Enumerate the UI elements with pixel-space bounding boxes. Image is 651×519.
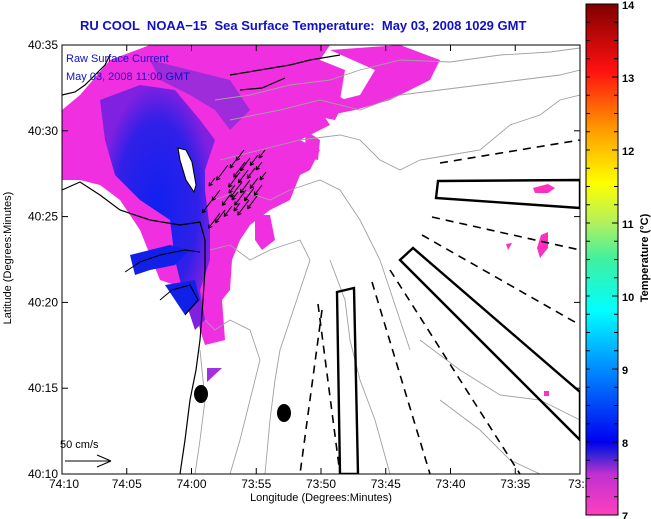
y-tick-label: 40:10	[28, 467, 58, 481]
current-vector	[201, 199, 213, 214]
colorbar-tick-label: 14	[622, 0, 635, 12]
scale-arrow-icon	[65, 454, 112, 468]
coastline-north	[229, 54, 341, 91]
current-vector	[239, 179, 251, 194]
legend-current-time: May 03, 2008 11:00 GMT	[66, 71, 190, 83]
x-tick-label: 74:10	[49, 477, 79, 491]
colorbar-tick-label: 8	[622, 438, 628, 450]
sst-patch	[544, 391, 549, 396]
current-vector	[216, 164, 229, 181]
scale-arrow-label: 50 cm/s	[60, 439, 99, 451]
shipping-lanes	[299, 139, 580, 474]
coastline-bay	[124, 249, 201, 316]
sst-patch-purple	[207, 368, 222, 382]
current-vector	[258, 149, 266, 159]
zone-box-north	[434, 178, 580, 210]
y-tick-label: 40:35	[28, 38, 58, 52]
y-axis: 40:35 40:30 40:25 40:20 40:15 40:10	[28, 38, 580, 481]
colorbar-tick-label: 13	[622, 73, 634, 85]
current-vector	[255, 161, 263, 171]
current-vector	[229, 159, 237, 169]
current-vector	[221, 194, 231, 206]
current-vector	[249, 177, 259, 189]
current-vector	[228, 171, 241, 188]
legend-current-label: Raw Surface Current	[66, 53, 169, 65]
y-tick-label: 40:30	[28, 124, 58, 138]
colorbar-tick-label: 7	[622, 511, 628, 519]
current-vector	[231, 191, 239, 201]
sst-patch	[305, 130, 320, 160]
zone-box-diagonal	[398, 246, 580, 442]
x-tick-label: 73:45	[371, 477, 401, 491]
x-axis-label: Longitude (Degrees:Minutes)	[250, 492, 392, 504]
colorbar-tick-label: 9	[622, 365, 628, 377]
map-content	[62, 45, 580, 474]
zone-boxes	[335, 178, 580, 474]
x-tick-label: 73:55	[241, 477, 271, 491]
colorbar-title: Temperature (°C)	[639, 213, 651, 302]
chart-title: RU COOL NOAA−15 Sea Surface Temperature:…	[80, 18, 527, 33]
y-axis-label: Latitude (Degrees:Minutes)	[2, 192, 14, 325]
current-vector	[214, 209, 226, 224]
current-vector	[234, 189, 247, 206]
current-vector	[259, 171, 267, 181]
zone-box-south	[335, 286, 360, 474]
sst-field-purple	[150, 60, 250, 130]
buoy-marker	[277, 404, 291, 422]
sst-patch-blue	[165, 280, 200, 315]
colorbar-tick-label: 12	[622, 146, 634, 158]
sst-patch	[533, 184, 555, 193]
sst-patch	[506, 243, 512, 250]
current-vector	[249, 154, 259, 166]
current-vector	[237, 169, 249, 184]
current-vector	[208, 177, 216, 187]
x-tick-label: 73:50	[306, 477, 336, 491]
sst-field-magenta-east	[300, 45, 440, 115]
current-vector	[235, 149, 245, 161]
current-vector	[208, 212, 221, 229]
colorbar-tick-label: 11	[622, 219, 634, 231]
colorbar-ticks: 7 8 9 10 11 12 13 14	[586, 0, 635, 519]
buoy-marker	[194, 385, 208, 403]
x-tick-label: 73:35	[500, 477, 530, 491]
coastline	[62, 54, 206, 474]
current-vector	[237, 199, 250, 216]
bay-land	[177, 147, 197, 194]
y-tick-label: 40:25	[28, 210, 58, 224]
sst-patch	[300, 90, 345, 120]
x-tick-label: 73:40	[435, 477, 465, 491]
sst-field-blue	[100, 85, 215, 330]
sst-patch	[537, 232, 548, 258]
y-tick-label: 40:15	[28, 381, 58, 395]
current-vector	[211, 189, 221, 201]
current-vectors	[201, 149, 267, 229]
current-vector	[246, 195, 258, 210]
current-vector	[233, 202, 241, 212]
current-vector	[223, 205, 233, 217]
current-vector	[253, 184, 263, 196]
current-vector	[243, 187, 255, 202]
x-axis: 74:10 74:05 74:00 73:55 73:50 73:45 73:40 73:35…	[49, 45, 592, 491]
sst-patch	[255, 215, 275, 250]
x-tick-label: 74:00	[176, 477, 206, 491]
colorbar-tick-label: 10	[622, 292, 634, 304]
y-tick-label: 40:20	[28, 295, 58, 309]
current-vector	[246, 167, 256, 179]
current-vector	[228, 184, 236, 194]
colorbar	[585, 3, 619, 516]
x-tick-label: 74:05	[112, 477, 142, 491]
